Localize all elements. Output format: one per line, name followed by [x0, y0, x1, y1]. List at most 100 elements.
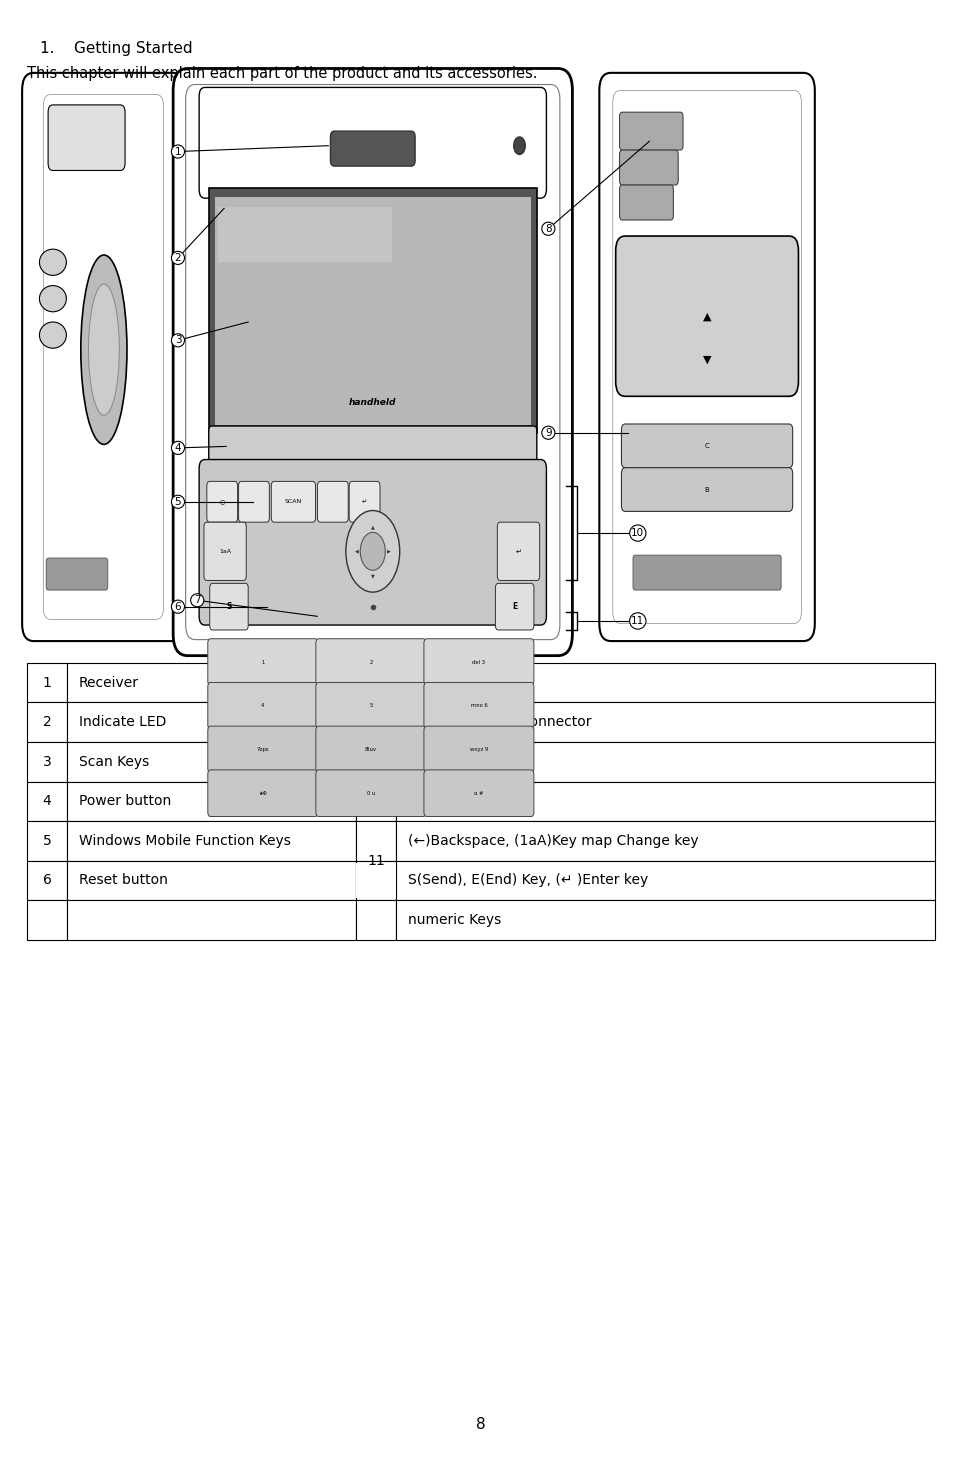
Bar	[396, 663, 934, 702]
FancyBboxPatch shape	[315, 769, 426, 816]
Bar	[27, 781, 67, 822]
Bar	[356, 822, 396, 861]
Bar	[214, 197, 530, 424]
FancyBboxPatch shape	[46, 558, 108, 590]
Text: 5: 5	[369, 704, 372, 708]
Bar	[356, 861, 396, 900]
Text: ◀: ◀	[355, 549, 358, 554]
Text: 9: 9	[371, 755, 381, 769]
FancyBboxPatch shape	[315, 726, 426, 772]
Text: 11: 11	[367, 854, 384, 868]
FancyBboxPatch shape	[204, 522, 246, 580]
FancyBboxPatch shape	[619, 150, 678, 185]
Text: E: E	[511, 602, 517, 610]
Text: 5: 5	[42, 833, 52, 848]
Text: 8tuv: 8tuv	[364, 747, 377, 752]
Ellipse shape	[39, 249, 66, 275]
Bar	[67, 861, 356, 900]
FancyBboxPatch shape	[632, 555, 780, 590]
Bar	[396, 742, 934, 781]
FancyBboxPatch shape	[199, 459, 546, 625]
Bar	[27, 861, 67, 900]
Circle shape	[346, 510, 399, 592]
Text: ▼: ▼	[371, 573, 374, 578]
Text: numeric Keys: numeric Keys	[407, 914, 501, 927]
FancyBboxPatch shape	[619, 112, 682, 150]
FancyBboxPatch shape	[621, 468, 792, 511]
Bar	[67, 742, 356, 781]
Text: 3: 3	[175, 335, 181, 345]
Text: 11: 11	[630, 616, 644, 627]
Text: 6: 6	[42, 873, 52, 887]
FancyBboxPatch shape	[173, 68, 572, 656]
Text: 2: 2	[42, 715, 52, 730]
Text: ★Φ: ★Φ	[259, 791, 267, 796]
Bar	[356, 863, 396, 898]
Text: 1aA: 1aA	[219, 549, 231, 554]
FancyBboxPatch shape	[208, 638, 317, 685]
FancyBboxPatch shape	[208, 726, 317, 772]
Text: 8: 8	[476, 1418, 485, 1432]
FancyBboxPatch shape	[315, 638, 426, 685]
Text: (←)Backspace, (1aA)Key map Change key: (←)Backspace, (1aA)Key map Change key	[407, 833, 698, 848]
Text: Microphone: Microphone	[407, 676, 488, 689]
FancyBboxPatch shape	[615, 236, 798, 396]
Bar	[67, 702, 356, 742]
Bar	[356, 781, 396, 822]
FancyBboxPatch shape	[317, 481, 348, 522]
Bar	[396, 702, 934, 742]
Text: mno 6: mno 6	[470, 704, 487, 708]
Text: Power button: Power button	[79, 794, 171, 809]
Bar	[396, 900, 934, 940]
Text: ▶: ▶	[386, 549, 390, 554]
Bar	[356, 702, 396, 742]
Text: ▲: ▲	[702, 312, 710, 321]
Bar	[67, 822, 356, 861]
Bar	[356, 742, 396, 781]
Circle shape	[513, 137, 525, 154]
FancyBboxPatch shape	[208, 682, 317, 728]
FancyBboxPatch shape	[209, 425, 536, 466]
Ellipse shape	[81, 255, 127, 444]
Text: ▼: ▼	[702, 356, 710, 364]
Bar	[356, 900, 396, 940]
Bar	[27, 822, 67, 861]
Text: 4: 4	[175, 443, 181, 453]
Text: handheld: handheld	[349, 398, 396, 407]
FancyBboxPatch shape	[424, 769, 533, 816]
FancyBboxPatch shape	[207, 481, 237, 522]
Text: 3: 3	[42, 755, 52, 769]
Text: 7ops: 7ops	[257, 747, 269, 752]
FancyBboxPatch shape	[424, 726, 533, 772]
FancyBboxPatch shape	[495, 583, 533, 629]
Circle shape	[359, 532, 384, 570]
FancyBboxPatch shape	[22, 73, 185, 641]
Text: 0 u: 0 u	[366, 791, 375, 796]
Bar	[27, 742, 67, 781]
Text: 2: 2	[175, 254, 181, 262]
FancyBboxPatch shape	[599, 73, 814, 641]
Text: SCAN: SCAN	[284, 500, 302, 504]
Bar	[396, 781, 934, 822]
Text: Direction Key: Direction Key	[407, 794, 500, 809]
Bar	[67, 663, 356, 702]
Text: Scan Keys: Scan Keys	[79, 755, 149, 769]
Bar	[67, 781, 356, 822]
Bar	[396, 822, 934, 861]
FancyBboxPatch shape	[238, 481, 269, 522]
Text: 7: 7	[194, 596, 200, 605]
Bar	[27, 900, 67, 940]
FancyBboxPatch shape	[424, 682, 533, 728]
FancyBboxPatch shape	[209, 583, 248, 629]
Text: C: C	[704, 443, 708, 449]
Text: 5: 5	[175, 497, 181, 507]
FancyBboxPatch shape	[497, 522, 539, 580]
Text: Reset button: Reset button	[79, 873, 167, 887]
Bar	[209, 188, 536, 433]
Text: S: S	[226, 602, 232, 610]
FancyBboxPatch shape	[271, 481, 315, 522]
Text: Volume Keys: Volume Keys	[407, 755, 495, 769]
Bar	[396, 861, 934, 900]
Text: Indicate LED: Indicate LED	[79, 715, 166, 730]
Text: 8: 8	[371, 715, 381, 730]
